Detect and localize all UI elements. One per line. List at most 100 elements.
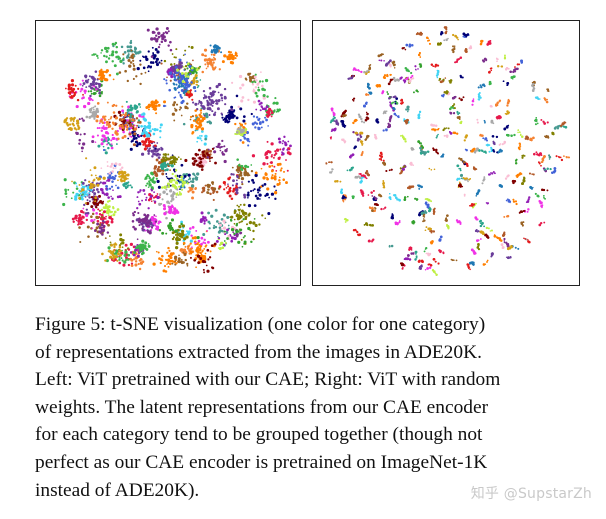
scatter-point: [190, 234, 193, 237]
scatter-point: [202, 157, 204, 160]
scatter-point: [389, 65, 392, 68]
scatter-point: [130, 39, 133, 42]
scatter-point: [147, 139, 150, 142]
scatter-point: [196, 86, 199, 89]
scatter-point: [227, 224, 230, 227]
scatter-point: [139, 82, 142, 86]
scatter-point: [98, 122, 101, 125]
scatter-point: [169, 229, 172, 232]
scatter-point: [249, 229, 252, 232]
scatter-point: [169, 40, 172, 44]
scatter-point: [467, 263, 470, 266]
scatter-point: [229, 216, 232, 218]
scatter-point: [233, 211, 236, 215]
scatter-point: [96, 183, 100, 187]
scatter-point: [507, 256, 510, 259]
scatter-point: [111, 60, 114, 63]
scatter-point: [240, 176, 245, 181]
scatter-point: [191, 180, 195, 184]
scatter-point: [180, 114, 183, 117]
scatter-point: [204, 252, 207, 255]
scatter-point: [129, 41, 133, 45]
scatter-point: [213, 48, 217, 52]
scatter-point: [201, 70, 204, 74]
scatter-point: [153, 170, 157, 175]
scatter-point: [236, 213, 239, 216]
scatter-point: [220, 227, 223, 230]
scatter-point: [527, 208, 530, 211]
scatter-point: [200, 130, 204, 133]
scatter-point: [146, 230, 150, 233]
scatter-point: [157, 156, 161, 159]
scatter-point: [169, 184, 172, 187]
scatter-point: [538, 98, 541, 100]
scatter-point: [199, 115, 203, 119]
scatter-point: [243, 235, 246, 237]
scatter-point: [268, 113, 272, 116]
scatter-point: [191, 246, 193, 249]
scatter-point: [203, 142, 207, 146]
scatter-point: [254, 86, 258, 89]
scatter-point: [240, 167, 243, 171]
scatter-point: [142, 66, 146, 70]
scatter-point: [197, 84, 200, 87]
scatter-point: [460, 98, 463, 102]
scatter-point: [266, 150, 269, 153]
scatter-point: [202, 106, 206, 109]
scatter-point: [165, 216, 168, 220]
scatter-point: [90, 174, 93, 177]
scatter-point: [107, 146, 110, 150]
scatter-point: [163, 264, 167, 268]
scatter-point: [235, 234, 239, 238]
scatter-point: [102, 115, 106, 119]
scatter-point: [239, 231, 243, 235]
scatter-point: [152, 196, 156, 199]
scatter-point: [265, 105, 269, 109]
scatter-point: [204, 95, 208, 99]
scatter-point: [241, 212, 245, 216]
scatter-point: [184, 49, 187, 52]
scatter-point: [166, 182, 170, 186]
scatter-point: [171, 259, 174, 263]
scatter-point: [94, 105, 97, 108]
scatter-point: [162, 104, 166, 108]
scatter-point: [107, 223, 110, 227]
scatter-point: [555, 155, 558, 158]
scatter-point: [141, 225, 145, 228]
scatter-point: [194, 129, 197, 132]
scatter-point: [93, 184, 96, 187]
scatter-point: [112, 78, 115, 81]
scatter-point: [408, 70, 411, 73]
scatter-point: [209, 103, 213, 106]
scatter-point: [430, 168, 433, 171]
scatter-point: [83, 203, 86, 207]
scatter-point: [486, 261, 488, 263]
scatter-point: [171, 211, 174, 214]
scatter-point: [273, 185, 276, 188]
scatter-point: [205, 115, 209, 119]
scatter-point: [180, 188, 184, 191]
scatter-point: [212, 100, 215, 103]
scatter-point: [156, 142, 159, 144]
scatter-point: [380, 159, 383, 161]
scatter-point: [245, 78, 248, 81]
scatter-point: [204, 54, 207, 58]
scatter-point: [559, 156, 562, 159]
scatter-point: [100, 52, 102, 54]
scatter-point: [175, 48, 178, 51]
scatter-point: [540, 118, 543, 121]
scatter-point: [248, 221, 253, 225]
scatter-point: [280, 167, 283, 170]
scatter-point: [245, 223, 248, 226]
scatter-point: [219, 223, 222, 227]
scatter-point: [80, 190, 82, 193]
scatter-point: [244, 170, 247, 173]
scatter-point: [171, 262, 174, 265]
scatter-point: [231, 110, 234, 114]
scatter-point: [218, 243, 222, 247]
scatter-point: [532, 186, 534, 189]
scatter-point: [287, 140, 290, 143]
scatter-point: [180, 71, 184, 75]
scatter-point: [217, 235, 219, 238]
scatter-point: [99, 76, 103, 80]
